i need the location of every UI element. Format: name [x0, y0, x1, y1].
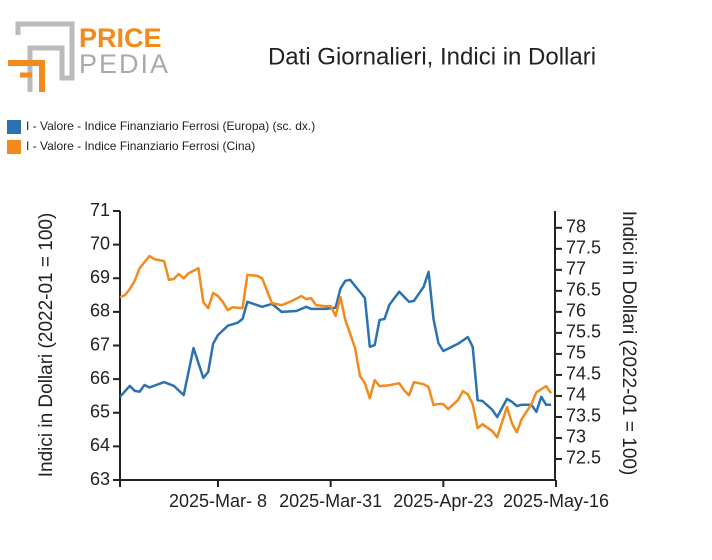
y-tick-label: 64	[90, 435, 110, 455]
y-tick-label: 66	[90, 368, 110, 388]
legend-swatch	[7, 140, 21, 154]
legend-swatch	[7, 120, 21, 134]
legend-label: I - Valore - Indice Finanziario Ferrosi …	[26, 139, 255, 153]
series-line	[119, 270, 552, 419]
logo-mark	[27, 45, 65, 92]
y2-tick-label: 75.5	[566, 322, 601, 342]
logo-text: PEDIA	[79, 49, 170, 79]
y-axis-label: Indici in Dollari (2022-01 = 100)	[36, 213, 57, 478]
y2-axis-label: Indici in Dollari (2022-01 = 100)	[618, 211, 639, 476]
y-tick-label: 65	[90, 402, 110, 422]
y-tick-label: 63	[90, 469, 110, 489]
x-tick-label: 2025-Mar- 8	[169, 491, 267, 511]
y-tick-label: 67	[90, 334, 110, 354]
legend-label: I - Valore - Indice Finanziario Ferrosi …	[26, 119, 315, 133]
y-tick-label: 69	[90, 267, 110, 287]
y2-tick-label: 75	[566, 343, 586, 363]
y2-tick-label: 78	[566, 217, 586, 237]
logo-mark	[8, 60, 45, 92]
y2-tick-label: 73.5	[566, 406, 601, 426]
y-tick-label: 70	[90, 233, 110, 253]
y2-tick-label: 76	[566, 301, 586, 321]
x-tick-label: 2025-Apr-23	[393, 491, 493, 511]
x-tick-label: 2025-May-16	[503, 491, 609, 511]
y2-tick-label: 74.5	[566, 364, 601, 384]
y2-tick-label: 72.5	[566, 448, 601, 468]
series-line	[119, 254, 553, 439]
y2-tick-label: 74	[566, 385, 586, 405]
y2-tick-label: 77.5	[566, 238, 601, 258]
logo-text: PRICE	[79, 23, 162, 53]
y-tick-label: 71	[90, 200, 110, 220]
y2-tick-label: 73	[566, 427, 586, 447]
logo-mark	[15, 21, 75, 81]
logo: PRICE PEDIA	[8, 21, 170, 92]
chart-title: Dati Giornalieri, Indici in Dollari	[268, 43, 596, 70]
x-tick-label: 2025-Mar-31	[279, 491, 382, 511]
y2-tick-label: 76.5	[566, 280, 601, 300]
y2-tick-label: 77	[566, 259, 586, 279]
y-tick-label: 68	[90, 301, 110, 321]
